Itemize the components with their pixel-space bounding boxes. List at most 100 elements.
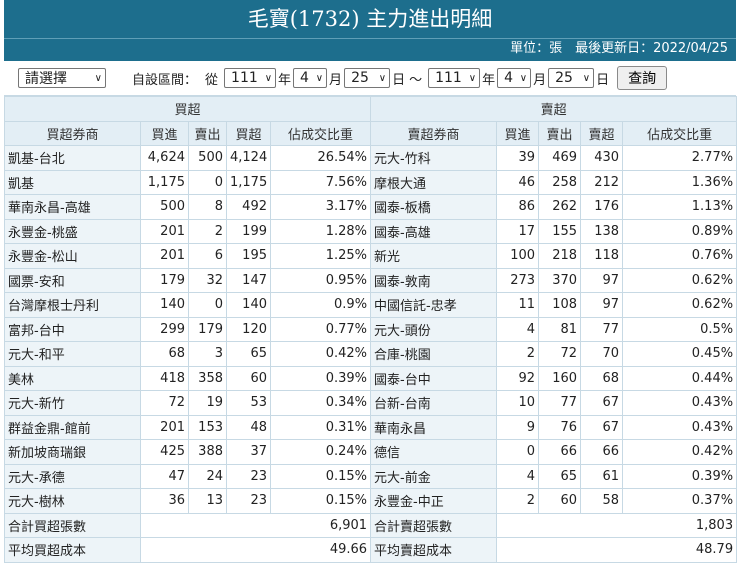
sell-net-cell: 97 [580, 292, 624, 318]
sell-broker-cell[interactable]: 中國信託-忠孝 [370, 292, 498, 318]
table-row: 元大-新竹 72 19 53 0.34% 台新-台南 10 77 67 0.43% [4, 390, 738, 416]
buy-broker-cell[interactable]: 新加坡商瑞銀 [4, 439, 141, 465]
buy-bought-cell: 72 [140, 390, 189, 416]
from-year-select[interactable]: 111 ∨ [224, 68, 277, 88]
buy-bought-cell: 299 [140, 316, 189, 342]
table-row: 美林 418 358 60 0.39% 國泰-台中 92 160 68 0.44% [4, 365, 738, 391]
buy-col-net: 買超 [226, 120, 271, 146]
sell-broker-cell[interactable]: 新光 [370, 243, 498, 269]
buy-net-cell: 23 [226, 488, 271, 514]
buy-sold-cell: 153 [188, 414, 227, 440]
buy-broker-cell[interactable]: 國票-安和 [4, 267, 141, 293]
buy-share-cell: 0.77% [269, 316, 372, 342]
buy-share-cell: 0.42% [269, 341, 372, 367]
sell-bought-cell: 100 [496, 243, 540, 269]
buy-broker-cell[interactable]: 元大-樹林 [4, 488, 141, 514]
sell-share-cell: 1.13% [622, 194, 738, 220]
sell-total-value: 1,803 [496, 512, 738, 538]
buy-net-cell: 23 [226, 463, 271, 489]
buy-net-cell: 120 [226, 316, 271, 342]
to-month-value: 4 [504, 70, 514, 86]
sell-broker-cell[interactable]: 摩根大通 [370, 169, 498, 195]
range-separator: ～ [409, 72, 423, 88]
period-select[interactable]: 請選擇 ∨ [18, 68, 106, 88]
sell-net-cell: 66 [580, 439, 624, 465]
buy-net-cell: 48 [226, 414, 271, 440]
buy-net-cell: 492 [226, 194, 271, 220]
table-row: 元大-和平 68 3 65 0.42% 合庫-桃園 2 72 70 0.45% [4, 341, 738, 367]
broker-table: 買超 賣超 買超券商 買進 賣出 買超 佔成交比重 賣超券商 買進 賣出 賣超 … [3, 96, 738, 563]
sell-broker-cell[interactable]: 國泰-敦南 [370, 267, 498, 293]
table-row: 元大-承德 47 24 23 0.15% 元大-前金 4 65 61 0.39% [4, 463, 738, 489]
sell-broker-cell[interactable]: 元大-頭份 [370, 316, 498, 342]
month-unit: 月 [329, 72, 343, 88]
sell-broker-cell[interactable]: 國泰-台中 [370, 365, 498, 391]
table-row: 華南永昌-高雄 500 8 492 3.17% 國泰-板橋 86 262 176 1.13% [4, 194, 738, 220]
sell-sold-cell: 60 [538, 488, 582, 514]
buy-avg-label: 平均買超成本 [4, 537, 141, 563]
sell-broker-cell[interactable]: 華南永昌 [370, 414, 498, 440]
buy-net-cell: 195 [226, 243, 271, 269]
buy-col-sold: 賣出 [188, 120, 227, 146]
sell-share-cell: 0.42% [622, 439, 738, 465]
to-day-select[interactable]: 25 ∨ [548, 68, 595, 88]
sell-broker-cell[interactable]: 國泰-板橋 [370, 194, 498, 220]
custom-range-label: 自設區間： [132, 72, 198, 88]
table-row: 永豐金-桃盛 201 2 199 1.28% 國泰-高雄 17 155 138 0.89% [4, 218, 738, 244]
query-button[interactable]: 查詢 [617, 66, 668, 90]
sell-sold-cell: 262 [538, 194, 582, 220]
buy-net-cell: 1,175 [226, 169, 271, 195]
buy-broker-cell[interactable]: 群益金鼎-館前 [4, 414, 141, 440]
sell-broker-cell[interactable]: 元大-前金 [370, 463, 498, 489]
sell-bought-cell: 0 [496, 439, 540, 465]
sell-net-cell: 212 [580, 169, 624, 195]
buy-total-value: 6,901 [139, 512, 372, 538]
sell-sold-cell: 469 [538, 145, 582, 171]
buy-broker-cell[interactable]: 元大-承德 [4, 463, 141, 489]
table-row: 台灣摩根士丹利 140 0 140 0.9% 中國信託-忠孝 11 108 97 0.62% [4, 292, 738, 318]
buy-broker-cell[interactable]: 華南永昌-高雄 [4, 194, 141, 220]
sell-broker-cell[interactable]: 台新-台南 [370, 390, 498, 416]
sell-net-cell: 97 [580, 267, 624, 293]
to-day-value: 25 [555, 70, 573, 86]
sell-sold-cell: 258 [538, 169, 582, 195]
buy-sold-cell: 358 [188, 365, 227, 391]
buy-broker-cell[interactable]: 台灣摩根士丹利 [4, 292, 141, 318]
buy-col-share: 佔成交比重 [269, 120, 372, 146]
day-unit: 日 [392, 72, 406, 88]
buy-net-cell: 65 [226, 341, 271, 367]
buy-broker-cell[interactable]: 元大-新竹 [4, 390, 141, 416]
sell-broker-cell[interactable]: 元大-竹科 [370, 145, 498, 171]
day-unit: 日 [596, 72, 610, 88]
buy-sold-cell: 19 [188, 390, 227, 416]
to-year-select[interactable]: 111 ∨ [428, 68, 481, 88]
buy-broker-cell[interactable]: 富邦-台中 [4, 316, 141, 342]
buy-broker-cell[interactable]: 美林 [4, 365, 141, 391]
buy-bought-cell: 500 [140, 194, 189, 220]
sell-sold-cell: 218 [538, 243, 582, 269]
buy-broker-cell[interactable]: 元大-和平 [4, 341, 141, 367]
unit-and-update-date: 單位：張 最後更新日：2022/04/25 [4, 38, 736, 61]
buy-broker-cell[interactable]: 永豐金-桃盛 [4, 218, 141, 244]
sell-net-cell: 70 [580, 341, 624, 367]
buy-sold-cell: 24 [188, 463, 227, 489]
to-month-select[interactable]: 4 ∨ [497, 68, 532, 88]
buy-net-cell: 4,124 [226, 145, 271, 171]
sell-broker-cell[interactable]: 合庫-桃園 [370, 341, 498, 367]
sell-broker-cell[interactable]: 永豐金-中正 [370, 488, 498, 514]
sell-bought-cell: 10 [496, 390, 540, 416]
sell-sold-cell: 77 [538, 390, 582, 416]
sell-bought-cell: 4 [496, 316, 540, 342]
buy-broker-cell[interactable]: 永豐金-松山 [4, 243, 141, 269]
sell-broker-cell[interactable]: 德信 [370, 439, 498, 465]
sell-broker-cell[interactable]: 國泰-高雄 [370, 218, 498, 244]
buy-broker-cell[interactable]: 凱基-台北 [4, 145, 141, 171]
from-day-select[interactable]: 25 ∨ [344, 68, 391, 88]
buy-total-label: 合計買超張數 [4, 512, 141, 538]
from-month-select[interactable]: 4 ∨ [293, 68, 328, 88]
buy-broker-cell[interactable]: 凱基 [4, 169, 141, 195]
sell-net-cell: 118 [580, 243, 624, 269]
sell-sold-cell: 370 [538, 267, 582, 293]
sell-share-cell: 0.89% [622, 218, 738, 244]
sell-sold-cell: 72 [538, 341, 582, 367]
